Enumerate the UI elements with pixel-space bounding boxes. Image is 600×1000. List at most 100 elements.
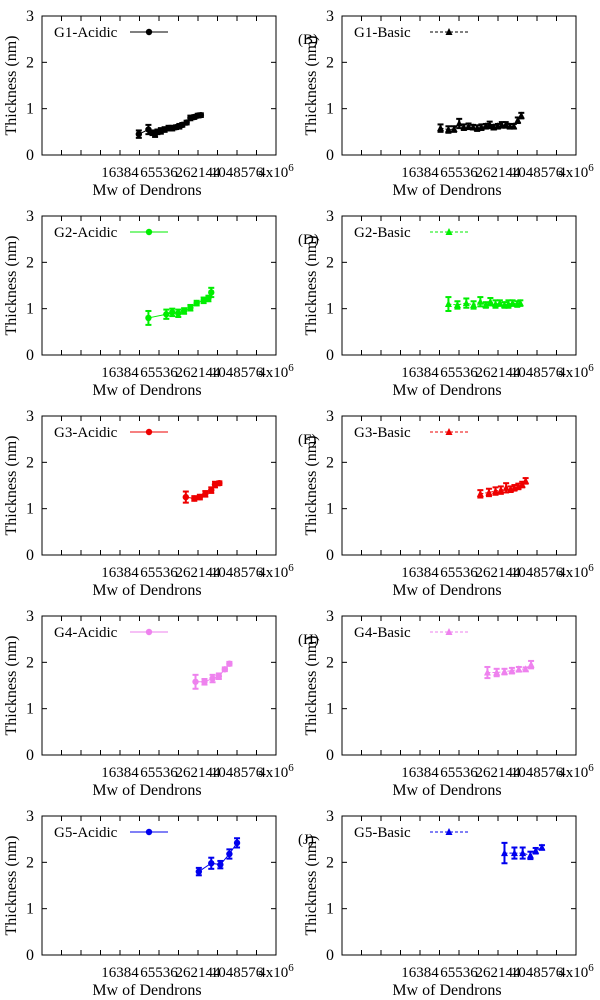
- y-tick-label: 2: [326, 54, 334, 71]
- data-point: [191, 495, 198, 502]
- y-tick-label: 3: [26, 608, 34, 625]
- panel-label: (H): [298, 632, 319, 648]
- series-line: [198, 842, 238, 873]
- data-point: [526, 851, 534, 859]
- data-point: [476, 297, 484, 305]
- data-point: [502, 483, 510, 491]
- x-tick-label: 4x106: [258, 962, 294, 981]
- y-tick-label: 1: [326, 301, 334, 318]
- y-tick-label: 3: [326, 8, 334, 25]
- y-tick-label: 1: [26, 501, 34, 518]
- legend-marker: [445, 628, 453, 635]
- x-tick-label: 262144: [476, 165, 522, 181]
- x-tick-label: 1048576: [211, 165, 264, 181]
- y-tick-label: 1: [26, 101, 34, 118]
- y-tick-label: 3: [326, 808, 334, 825]
- x-tick-label: 65536: [440, 165, 478, 181]
- data-point: [209, 675, 216, 682]
- x-axis-title: Mw of Dendrons: [392, 782, 501, 799]
- data-point: [515, 665, 523, 673]
- y-tick-label: 2: [326, 654, 334, 671]
- legend-marker: [145, 628, 153, 636]
- data-point: [522, 665, 530, 673]
- x-axis-title: Mw of Dendrons: [92, 782, 201, 799]
- data-point: [483, 668, 491, 676]
- x-tick-label: 16384: [401, 765, 439, 781]
- y-tick-label: 0: [326, 347, 334, 364]
- x-axis-title: Mw of Dendrons: [392, 182, 501, 199]
- data-point: [465, 122, 473, 130]
- panel-label: (D): [298, 232, 319, 248]
- y-axis-title: Thickness (nm): [303, 36, 320, 136]
- legend-label: G4-Basic: [354, 625, 411, 641]
- y-tick-label: 2: [326, 854, 334, 871]
- y-axis-title: Thickness (nm): [303, 236, 320, 336]
- series-line: [504, 847, 543, 856]
- data-point: [226, 850, 233, 858]
- x-tick-label: 4x106: [558, 762, 594, 781]
- x-tick-label: 1048576: [211, 765, 264, 781]
- x-tick-label: 262144: [476, 565, 522, 581]
- x-tick-label: 16384: [401, 965, 439, 981]
- data-point: [187, 304, 194, 311]
- legend-marker: [445, 228, 453, 235]
- legend-marker: [145, 828, 153, 836]
- y-axis-title: Thickness (nm): [303, 836, 320, 936]
- y-axis-title: Thickness (nm): [303, 436, 320, 536]
- x-tick-label: 4x106: [558, 962, 594, 981]
- x-tick-label: 16384: [101, 965, 139, 981]
- data-point: [519, 849, 527, 857]
- legend-marker: [445, 828, 453, 835]
- y-tick-label: 3: [26, 408, 34, 425]
- data-point: [470, 300, 478, 308]
- x-axis-title: Mw of Dendrons: [92, 182, 201, 199]
- x-tick-label: 4x106: [258, 762, 294, 781]
- data-point: [226, 660, 233, 667]
- y-tick-label: 0: [326, 147, 334, 164]
- y-tick-label: 1: [326, 901, 334, 918]
- y-tick-label: 1: [26, 901, 34, 918]
- y-tick-label: 1: [326, 501, 334, 518]
- x-axis-title: Mw of Dendrons: [392, 582, 501, 599]
- x-tick-label: 1048576: [211, 965, 264, 981]
- y-tick-label: 0: [326, 947, 334, 964]
- x-tick-label: 262144: [176, 365, 222, 381]
- y-tick-label: 0: [326, 747, 334, 764]
- data-point: [493, 668, 501, 676]
- data-point: [496, 299, 504, 307]
- legend-label: G1-Acidic: [54, 25, 118, 41]
- y-tick-label: 0: [26, 547, 34, 564]
- data-point: [163, 311, 170, 318]
- data-point: [175, 310, 182, 317]
- data-point: [216, 479, 223, 487]
- data-point: [200, 297, 207, 304]
- y-tick-label: 2: [326, 254, 334, 271]
- y-tick-label: 3: [26, 208, 34, 225]
- y-tick-label: 0: [326, 547, 334, 564]
- legend-marker: [445, 428, 453, 435]
- x-axis-title: Mw of Dendrons: [92, 982, 201, 999]
- data-point: [195, 868, 203, 875]
- data-point: [509, 299, 517, 307]
- x-tick-label: 4x106: [258, 162, 294, 181]
- x-tick-label: 16384: [401, 365, 439, 381]
- data-point: [497, 486, 505, 494]
- x-tick-label: 262144: [476, 365, 522, 381]
- data-point: [522, 476, 530, 484]
- x-tick-label: 262144: [176, 565, 222, 581]
- x-tick-label: 16384: [101, 365, 139, 381]
- y-tick-label: 3: [326, 208, 334, 225]
- data-point: [455, 119, 463, 127]
- data-point: [437, 124, 445, 132]
- data-point: [510, 849, 518, 857]
- x-tick-label: 16384: [401, 565, 439, 581]
- data-point: [527, 660, 535, 668]
- x-tick-label: 65536: [140, 965, 178, 981]
